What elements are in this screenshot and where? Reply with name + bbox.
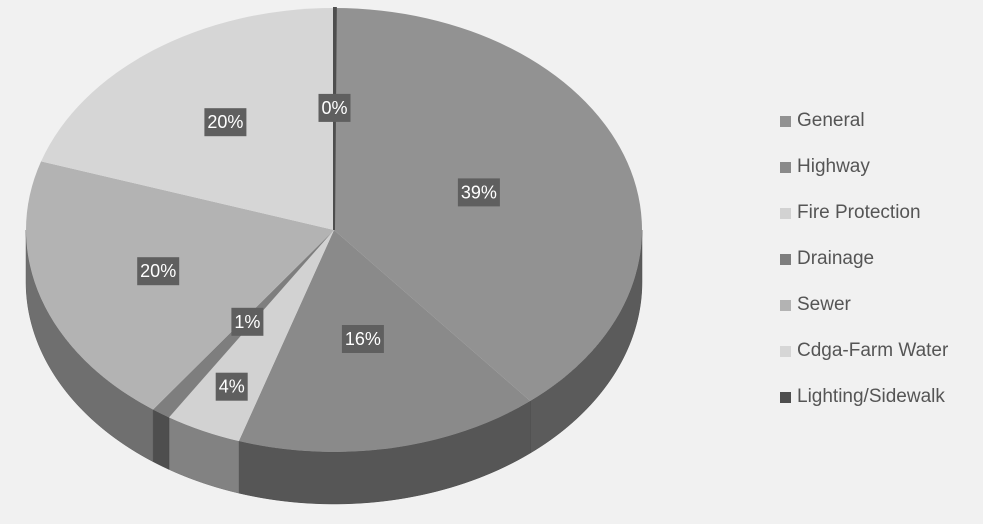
data-label-lighting-sidewalk: 0% [318,93,351,122]
legend: General Highway Fire Protection Drainage… [780,98,980,420]
legend-swatch [780,345,791,357]
legend-swatch [780,299,791,311]
data-label-text: 16% [345,329,381,349]
pie-sides [25,229,643,505]
legend-label: Drainage [797,248,875,269]
data-labels: 39% 16% 4% 1% 20% 20% 0% [137,93,500,401]
legend-item-drainage: Drainage [780,236,980,282]
data-label-text: 20% [140,261,176,281]
data-label-background [231,307,264,336]
data-label-general: 39% [457,178,500,207]
legend-swatch [780,253,791,265]
data-label-background [318,93,351,122]
data-label-background [457,178,500,207]
legend-label: Highway [797,156,870,177]
legend-label: Sewer [797,294,851,315]
pie-slice-highway [238,230,531,452]
data-label-drainage: 1% [231,307,264,336]
legend-swatch [780,391,791,403]
legend-item-lighting-sidewalk: Lighting/Sidewalk [780,374,980,420]
pie-slice-sewer [25,161,335,410]
legend-label: General [797,110,865,131]
legend-swatch [780,115,791,127]
data-label-text: 0% [321,98,347,118]
data-label-text: 1% [234,312,260,332]
data-label-text: 39% [461,182,497,202]
data-label-background [341,325,384,353]
pie-slice-cdga-farm-water [41,8,334,230]
legend-label: Cdga-Farm Water [797,340,949,361]
data-label-sewer: 20% [137,257,180,286]
legend-item-general: General [780,98,980,144]
legend-item-highway: Highway [780,144,980,190]
legend-item-cdga-farm-water: Cdga-Farm Water [780,328,980,374]
data-label-fire-protection: 4% [215,372,248,401]
legend-label: Fire Protection [797,202,921,223]
legend-swatch [780,207,791,219]
data-label-highway: 16% [341,325,384,353]
data-label-text: 4% [219,377,245,397]
legend-label: Lighting/Sidewalk [797,386,945,407]
pie-slice-side-drainage [152,409,170,470]
pie-chart: 39% 16% 4% 1% 20% 20% 0% [25,6,643,505]
pie-chart-svg: 39% 16% 4% 1% 20% 20% 0% [25,6,643,505]
data-label-text: 20% [207,112,243,132]
legend-item-fire-protection: Fire Protection [780,190,980,236]
legend-swatch [780,161,791,173]
data-label-background [215,372,248,401]
data-label-background [137,257,180,286]
pie-top [25,6,642,452]
data-label-background [204,108,247,137]
legend-item-sewer: Sewer [780,282,980,328]
data-label-cdga-farm-water: 20% [204,108,247,137]
